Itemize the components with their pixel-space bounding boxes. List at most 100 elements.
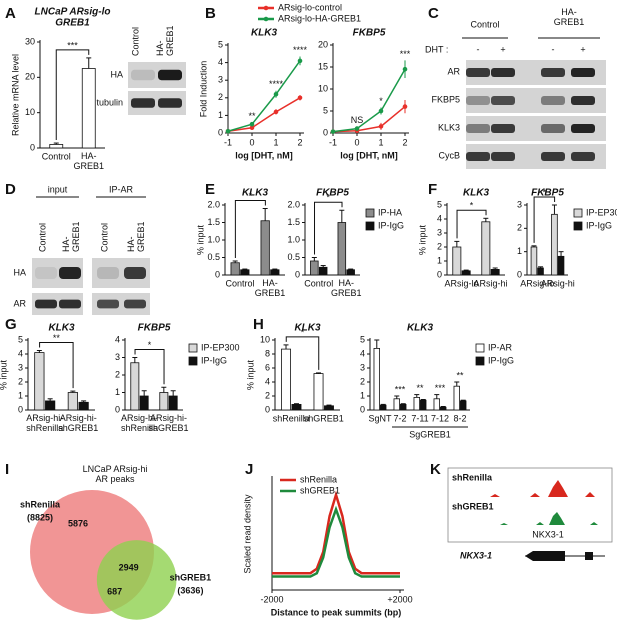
error-bar	[414, 394, 420, 398]
series-line	[332, 106, 406, 133]
error-bar	[141, 390, 147, 396]
gene-exon	[525, 551, 565, 561]
legend-label: shRenilla	[300, 474, 337, 484]
legend-label: IP-EP300	[201, 342, 240, 352]
legend-label: IP-IgG	[488, 355, 514, 365]
x-axis-label: Distance to peak summits (bp)	[271, 607, 402, 617]
y-tick-label: 0.5	[207, 252, 220, 262]
y-tick-label: 20	[25, 72, 35, 82]
error-bar	[551, 204, 557, 215]
bar	[281, 348, 291, 411]
blot-band	[466, 68, 490, 77]
legend-label: IP-EP300	[586, 207, 617, 217]
significance: ***	[400, 49, 411, 59]
x-tick-label: ARsig-lo	[520, 278, 554, 288]
panel-letter: C	[428, 5, 439, 22]
y-axis-label: % input	[195, 224, 205, 255]
gene-name: NKX3-1	[460, 550, 492, 560]
y-axis-label: Fold Induction	[198, 61, 208, 118]
legend-swatch	[365, 208, 375, 218]
error-bar	[326, 404, 332, 406]
error-bar	[262, 208, 268, 221]
lane-label: HA-GREB1	[126, 221, 146, 252]
error-bar	[531, 245, 537, 247]
x-tick-label: 0	[354, 137, 359, 147]
significance: *	[249, 191, 253, 201]
error-bar	[272, 268, 278, 270]
row-label: AR	[447, 66, 460, 76]
y-tick-label: 2	[437, 241, 442, 251]
y-tick-label: 0	[437, 269, 442, 279]
significance: *	[379, 96, 383, 106]
chart-title: FKBP5	[531, 188, 564, 199]
chart-title: LNCaP ARsig-lo	[35, 7, 111, 18]
row-label: KLK3	[438, 122, 460, 132]
lane-sign: +	[580, 44, 585, 54]
legend-label: IP-HA	[378, 207, 402, 217]
significance: **	[416, 383, 424, 393]
error-bar	[483, 217, 489, 222]
group-label: Control	[470, 19, 499, 29]
y-tick-label: 1	[517, 246, 522, 256]
y-tick-label: 0	[295, 269, 300, 279]
set-total: (3636)	[177, 585, 203, 595]
x-tick-label: 2	[402, 137, 407, 147]
y-tick-label: 0.5	[287, 252, 300, 262]
bar	[34, 352, 45, 411]
blot-band	[571, 68, 595, 77]
track-signal	[450, 512, 610, 525]
chart-title: KLK3	[242, 188, 269, 199]
x-tick-label: SgNT	[368, 413, 392, 423]
blot-band	[158, 98, 182, 108]
bar	[49, 144, 64, 149]
x-tick-label: 7-12	[431, 413, 449, 423]
legend-dot	[263, 16, 269, 22]
gene-tick-label: NKX3-1	[532, 529, 564, 539]
x-tick-label: 7-2	[393, 413, 406, 423]
legend-label: ARsig-lo-HA-GREB1	[278, 13, 361, 23]
bar	[291, 403, 302, 411]
set-name: shGREB1	[170, 572, 212, 582]
error-bar	[132, 357, 138, 363]
y-tick-label: 4	[360, 348, 365, 358]
y-tick-label: 0	[115, 404, 120, 414]
x-tick-label: 0	[249, 137, 254, 147]
series-line	[272, 505, 400, 578]
legend-dot	[263, 5, 269, 11]
y-tick-label: 1.5	[287, 217, 300, 227]
blot-band	[35, 299, 57, 309]
bar	[530, 246, 538, 276]
chart-title: KLK3	[48, 323, 75, 334]
y-axis-label: % input	[245, 359, 255, 390]
bracket	[456, 209, 487, 239]
bar	[230, 262, 240, 276]
x-tick-label: ARsig-hi-shRenilla	[121, 413, 158, 433]
legend-label: IP-IgG	[201, 355, 227, 365]
x-tick-label: ARsig-lo	[444, 278, 478, 288]
x-tick-label: 7-11	[411, 413, 428, 423]
significance: *	[470, 201, 474, 211]
row-label: AR	[13, 298, 26, 308]
y-tick-label: 0	[323, 127, 328, 137]
bar	[45, 400, 56, 411]
lane-label: HA-GREB1	[155, 25, 175, 56]
x-tick-label: 1	[378, 137, 383, 147]
error-bar	[558, 251, 564, 257]
bracket	[234, 200, 266, 258]
y-tick-label: 2	[360, 376, 365, 386]
y-tick-label: 4	[437, 213, 442, 223]
panel-letter: H	[253, 316, 264, 333]
bar	[130, 362, 140, 411]
legend-swatch	[365, 221, 375, 231]
blot-band	[59, 299, 81, 309]
panel-letter: D	[5, 181, 16, 198]
y-tick-label: 2	[218, 92, 223, 102]
legend-swatch	[475, 343, 485, 353]
bar	[400, 403, 407, 411]
series-line	[272, 490, 400, 575]
bar	[139, 395, 149, 411]
error-bar	[47, 398, 53, 401]
significance: ***	[395, 384, 406, 394]
legend-swatch	[475, 356, 485, 366]
error-bar	[86, 57, 92, 69]
